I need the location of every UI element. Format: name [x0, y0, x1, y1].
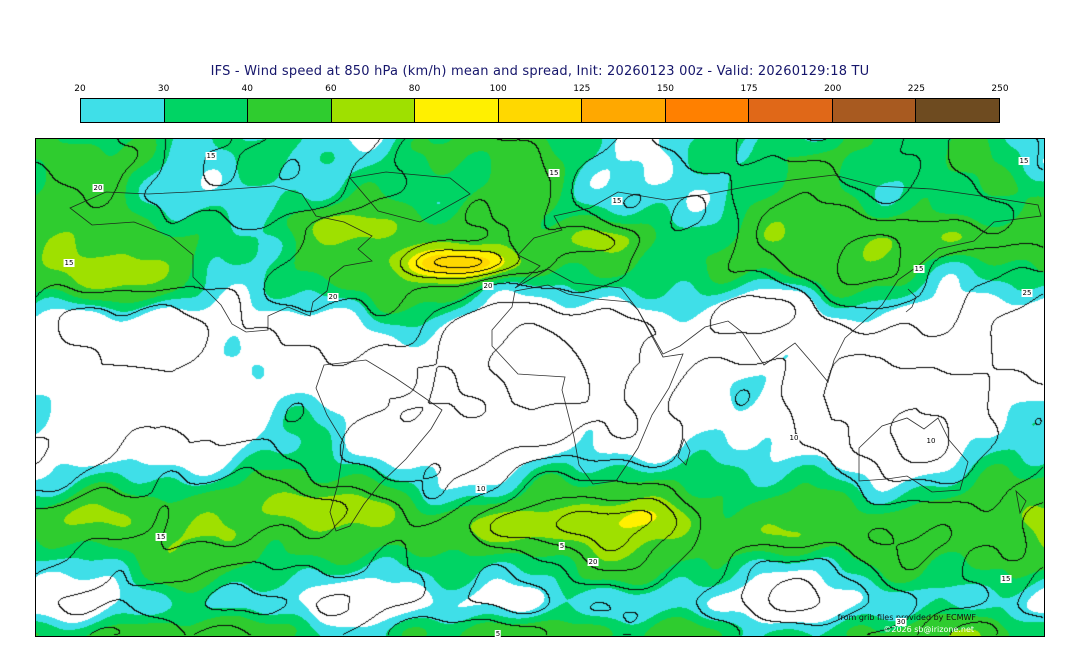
contour-label: 15 — [155, 533, 167, 541]
colorbar-tick-label: 80 — [408, 84, 421, 94]
contour-label: 10 — [475, 485, 487, 493]
contour-label: 20 — [482, 282, 494, 290]
colorbar-segment — [415, 99, 499, 122]
wind-field-canvas — [36, 139, 1044, 636]
contour-label: 15 — [548, 169, 560, 177]
colorbar-segment — [498, 99, 583, 122]
colorbar-tick-label: 30 — [157, 84, 170, 94]
contour-label: 25 — [1021, 289, 1033, 297]
colorbar-segment — [331, 99, 416, 122]
colorbar-segment — [248, 99, 332, 122]
contour-label: 5 — [558, 542, 566, 550]
contour-label: 15 — [63, 259, 75, 267]
colorbar-tick-label: 125 — [573, 84, 591, 94]
colorbar-tick-label: 150 — [656, 84, 675, 94]
contour-label: 15 — [1018, 157, 1030, 165]
contour-label: 15 — [1000, 575, 1012, 583]
credits-ecmwf: from grib files provided by ECMWF — [837, 613, 976, 622]
contour-label: 30 — [895, 618, 907, 626]
colorbar-legend — [80, 98, 1000, 123]
colorbar-segment — [164, 99, 249, 122]
contour-label: 20 — [92, 184, 104, 192]
colorbar-segment — [665, 99, 750, 122]
map-canvas-area: from grib files provided by ECMWF ©2026 … — [35, 138, 1045, 638]
colorbar-tick-row: 20 30 40 60 80 100 125 150 175 200 225 250 — [74, 84, 1008, 96]
contour-label: 10 — [925, 437, 937, 445]
contour-label: 15 — [611, 197, 623, 205]
credits-copyright: ©2026 sb@irizone.net — [883, 625, 974, 634]
contour-label: 15 — [913, 265, 925, 273]
contour-label: 15 — [205, 152, 217, 160]
colorbar-tick-label: 100 — [489, 84, 507, 94]
colorbar-segment — [582, 99, 666, 122]
colorbar-segment — [916, 99, 1000, 122]
contour-label: 10 — [788, 434, 800, 442]
colorbar-segment — [81, 99, 165, 122]
page-title: IFS - Wind speed at 850 hPa (km/h) mean … — [210, 64, 870, 79]
contour-label: 5 — [494, 630, 502, 638]
colorbar-tick-label: 20 — [74, 84, 86, 94]
colorbar-segment — [749, 99, 833, 122]
colorbar-segment — [832, 99, 917, 122]
colorbar-tick-label: 40 — [241, 84, 253, 94]
contour-label: 20 — [587, 558, 599, 566]
contour-label: 20 — [327, 293, 339, 301]
colorbar-tick-label: 225 — [907, 84, 925, 94]
colorbar-tick-label: 200 — [824, 84, 842, 94]
colorbar-tick-label: 60 — [325, 84, 337, 94]
colorbar-tick-label: 250 — [991, 84, 1009, 94]
colorbar-tick-label: 175 — [740, 84, 758, 94]
